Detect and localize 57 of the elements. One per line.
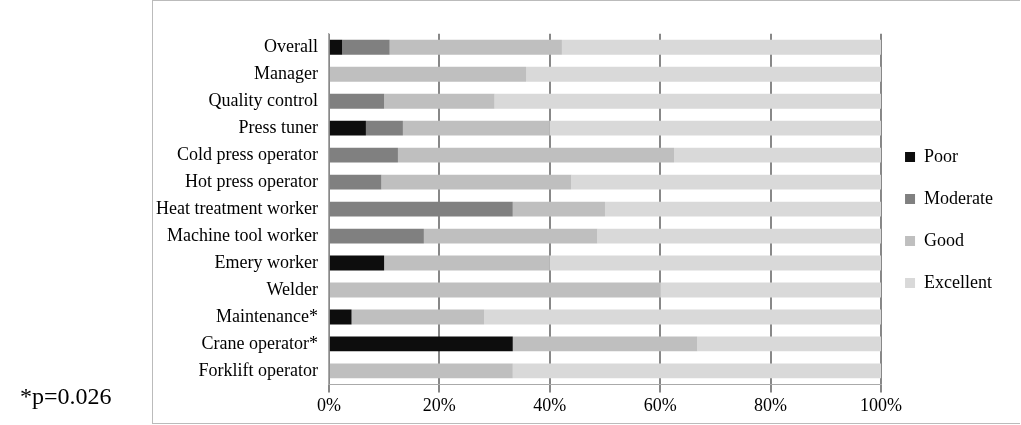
- legend-label: Poor: [924, 145, 959, 166]
- bar: [329, 66, 527, 82]
- bar: [384, 93, 495, 109]
- bar: [549, 255, 882, 271]
- y-tick-label: Hot press operator: [184, 170, 318, 191]
- bar: [342, 39, 390, 55]
- bar: [597, 228, 882, 244]
- bar: [604, 201, 882, 217]
- bar: [351, 309, 485, 325]
- bar: [381, 174, 572, 190]
- y-tick-label: Heat treatment worker: [156, 197, 318, 218]
- bar: [526, 66, 882, 82]
- bar: [329, 282, 661, 298]
- y-tick-label: Emery worker: [214, 251, 318, 272]
- y-tick-label: Welder: [266, 278, 318, 299]
- bar: [397, 147, 674, 163]
- text: *p=0.026: [20, 383, 112, 410]
- bar: [549, 120, 882, 136]
- legend-label: Moderate: [924, 187, 994, 208]
- bar: [384, 255, 550, 271]
- bar: [484, 309, 882, 325]
- y-tick-label: Forklift operator: [198, 359, 318, 380]
- bar: [329, 309, 352, 325]
- bar: [660, 282, 882, 298]
- x-tick-label: 60%: [643, 394, 677, 415]
- bar: [673, 147, 882, 163]
- y-tick-label: Maintenance*: [215, 305, 318, 326]
- y-tick-label: Quality control: [208, 89, 318, 110]
- y-tick-label: Manager: [253, 62, 318, 83]
- bar: [365, 120, 403, 136]
- x-tick-label: 80%: [754, 394, 788, 415]
- bar: [512, 363, 882, 379]
- bar: [329, 336, 513, 352]
- x-tick-label: 40%: [533, 394, 567, 415]
- y-tick-label: Press tuner: [238, 116, 318, 137]
- bar: [697, 336, 882, 352]
- bar: [402, 120, 550, 136]
- bar: [329, 363, 513, 379]
- bar: [329, 39, 343, 55]
- bar: [389, 39, 562, 55]
- bar: [329, 255, 385, 271]
- y-tick-label: Crane operator*: [201, 332, 318, 353]
- bar: [512, 201, 605, 217]
- x-tick-label: 20%: [422, 394, 456, 415]
- bar: [494, 93, 882, 109]
- bar: [329, 120, 366, 136]
- legend-label: Excellent: [924, 271, 992, 292]
- x-tick-label: 0%: [316, 394, 341, 415]
- bar: [561, 39, 882, 55]
- legend-label: Good: [924, 229, 965, 250]
- bar: [571, 174, 882, 190]
- y-tick-label: Machine tool worker: [166, 224, 318, 245]
- x-tick-label: 100%: [860, 394, 903, 415]
- bar: [512, 336, 698, 352]
- y-tick-label: Cold press operator: [176, 143, 318, 164]
- bar: [423, 228, 598, 244]
- y-tick-label: Overall: [263, 36, 318, 57]
